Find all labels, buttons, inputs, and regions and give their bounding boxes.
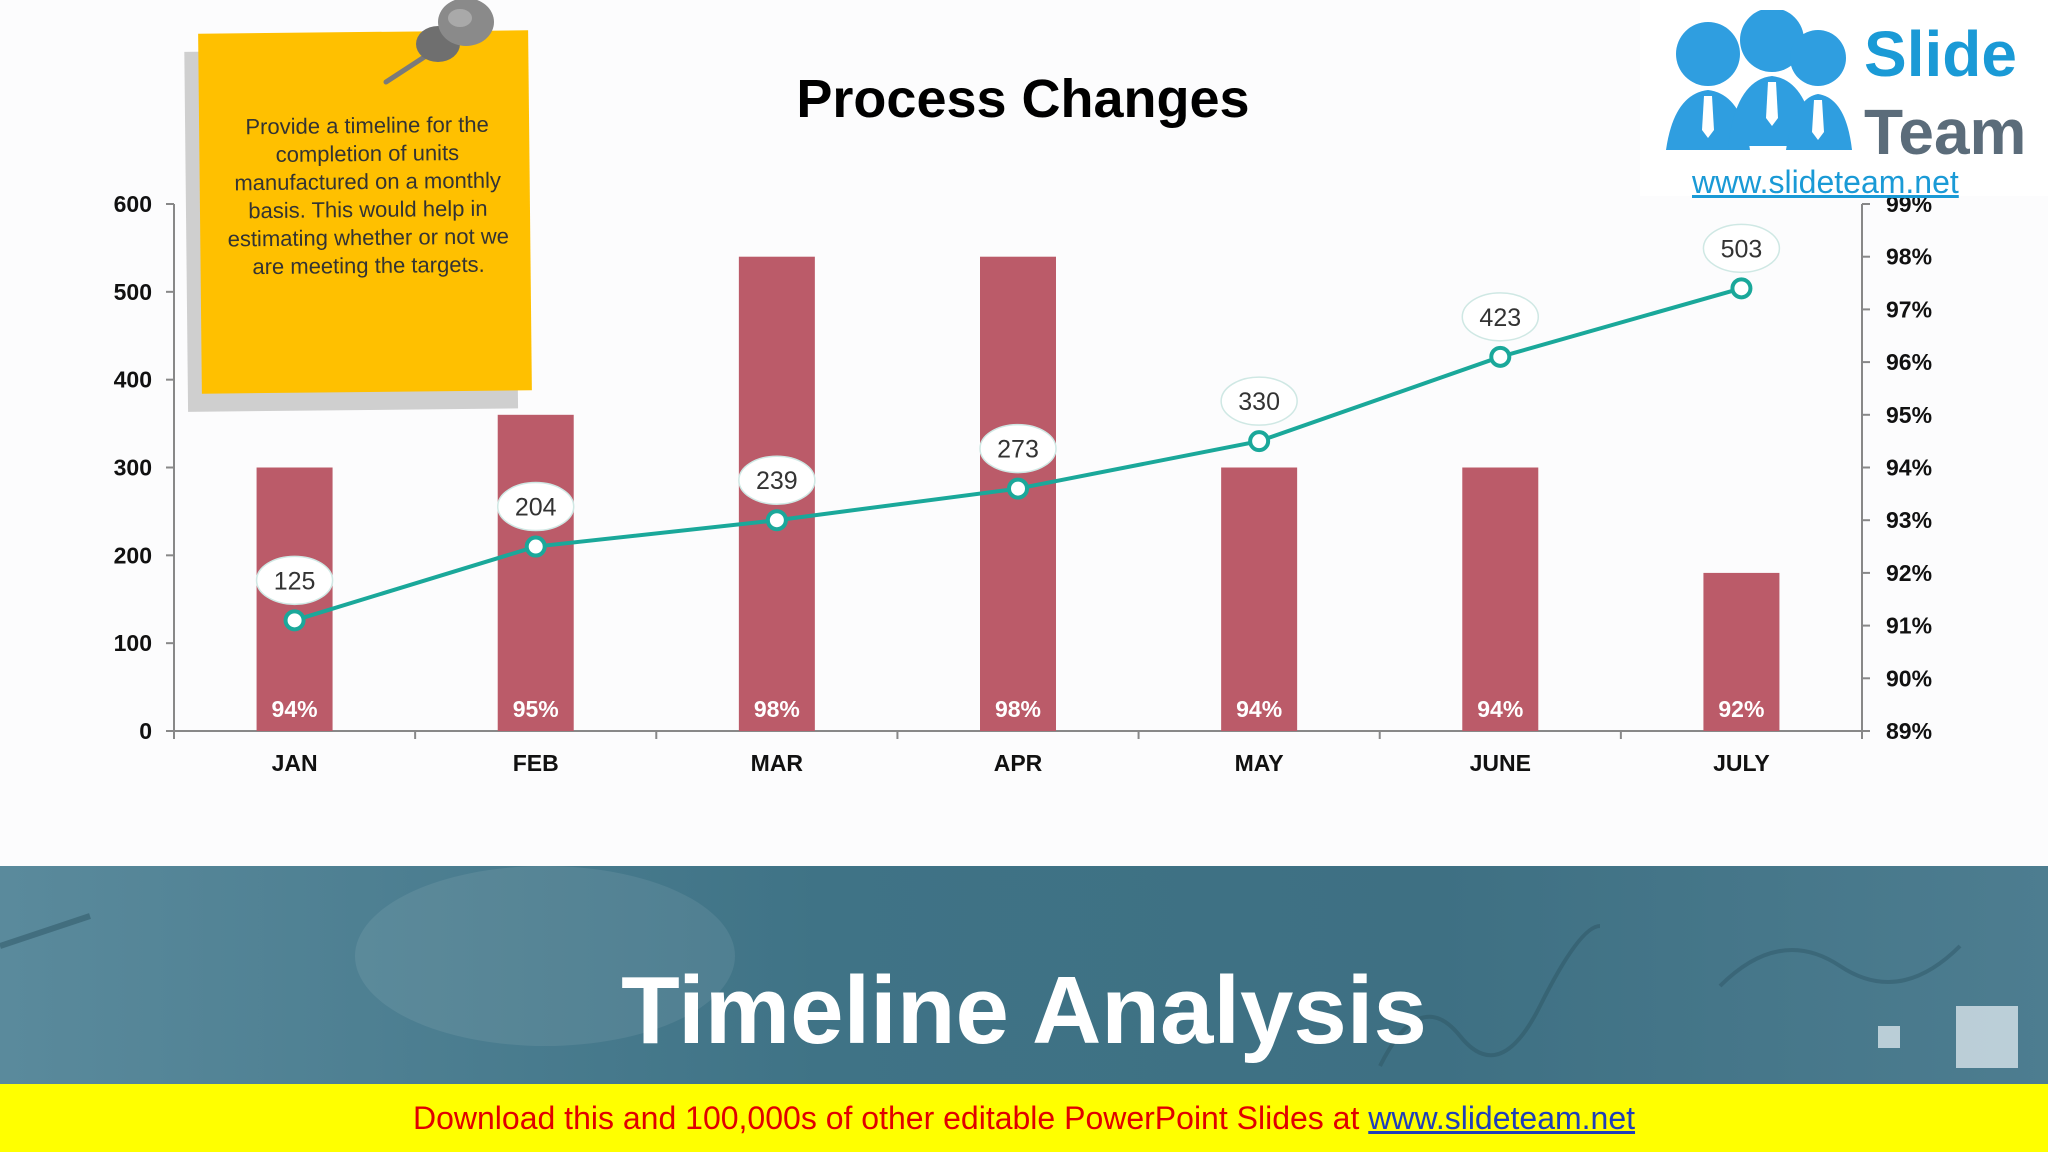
left-tick-label: 600: [114, 191, 152, 217]
download-footer: Download this and 100,000s of other edit…: [0, 1084, 2048, 1152]
line-point: [524, 535, 547, 558]
callout-bubble: [738, 455, 816, 505]
callout-bubble: [1220, 376, 1298, 426]
footer-text: Download this and 100,000s of other edit…: [412, 1100, 1369, 1136]
left-tick-label: 200: [114, 542, 152, 568]
line-data-label: 330: [1238, 388, 1280, 416]
x-tick-label: APR: [994, 750, 1043, 776]
logo-word-team: Team: [1864, 96, 2027, 168]
line-point: [1489, 345, 1512, 368]
line-point: [765, 509, 788, 532]
right-tick-label: 92%: [1886, 560, 1932, 586]
line-data-label: 503: [1721, 235, 1763, 263]
callout-bubble: [1461, 292, 1540, 342]
line-point: [1007, 477, 1029, 500]
callout-bubble: [255, 555, 334, 606]
bar-data-label: 98%: [995, 696, 1041, 722]
callout-bubble: [496, 481, 575, 532]
banner-title: Timeline Analysis: [621, 957, 1427, 1064]
line-data-label: 125: [274, 567, 316, 595]
right-tick-label: 89%: [1886, 718, 1932, 744]
left-tick-label: 300: [114, 455, 152, 481]
right-tick-label: 95%: [1886, 402, 1932, 428]
line-data-label: 239: [756, 467, 798, 495]
x-tick-label: JAN: [272, 750, 318, 776]
title-banner: Timeline Analysis: [0, 866, 2048, 1084]
footer-link[interactable]: www.slideteam.net: [1368, 1100, 1636, 1136]
line-data-label: 273: [997, 436, 1039, 464]
line-data-label: 204: [515, 494, 557, 522]
bar: [1221, 467, 1298, 731]
people-logo-icon: [1666, 10, 1852, 150]
x-tick-label: JUNE: [1470, 750, 1531, 776]
banner-background-graphic: [0, 866, 2018, 1068]
line-point: [1248, 430, 1271, 453]
right-tick-label: 93%: [1886, 507, 1932, 533]
bar: [1462, 467, 1539, 731]
push-pin-icon: [383, 0, 494, 85]
bar-data-label: 92%: [1718, 696, 1764, 722]
line-point: [283, 609, 306, 632]
x-tick-label: JULY: [1713, 750, 1770, 776]
callout-bubble: [979, 423, 1057, 474]
sticky-note-text: Provide a timeline for the completion of…: [227, 111, 510, 280]
bar: [497, 414, 574, 731]
line-point: [1730, 277, 1753, 300]
bar-data-label: 94%: [1477, 696, 1523, 722]
right-tick-label: 94%: [1886, 455, 1932, 481]
slideteam-logo: Slide Team www.slideteam.net: [1640, 0, 2048, 200]
line-data-label: 423: [1479, 304, 1521, 332]
left-tick-label: 500: [114, 279, 152, 305]
bar: [1703, 572, 1780, 731]
right-tick-label: 90%: [1886, 665, 1932, 691]
left-tick-label: 400: [114, 367, 152, 393]
x-tick-label: FEB: [513, 750, 559, 776]
process-changes-chart: Process Changes 0 100 200 300 400 500 600 89% 90…: [114, 69, 1932, 776]
left-tick-label: 100: [114, 630, 152, 656]
right-tick-label: 97%: [1886, 296, 1932, 322]
bar-data-label: 94%: [1236, 696, 1282, 722]
bar-data-label: 95%: [513, 696, 559, 722]
right-tick-label: 91%: [1886, 613, 1932, 639]
callout-bubble: [1702, 223, 1781, 274]
chart-title: Process Changes: [796, 69, 1249, 129]
x-tick-label: MAR: [751, 750, 804, 776]
left-tick-label: 0: [139, 718, 152, 744]
bar-data-label: 98%: [754, 696, 800, 722]
logo-word-slide: Slide: [1864, 18, 2017, 90]
right-tick-label: 96%: [1886, 349, 1932, 375]
line-series: 125 204 239 273 330 423 503: [255, 223, 1781, 632]
bar-data-label: 94%: [272, 696, 318, 722]
x-tick-label: MAY: [1235, 750, 1284, 776]
logo-url-link[interactable]: www.slideteam.net: [1692, 164, 1959, 200]
right-tick-label: 98%: [1886, 244, 1932, 270]
